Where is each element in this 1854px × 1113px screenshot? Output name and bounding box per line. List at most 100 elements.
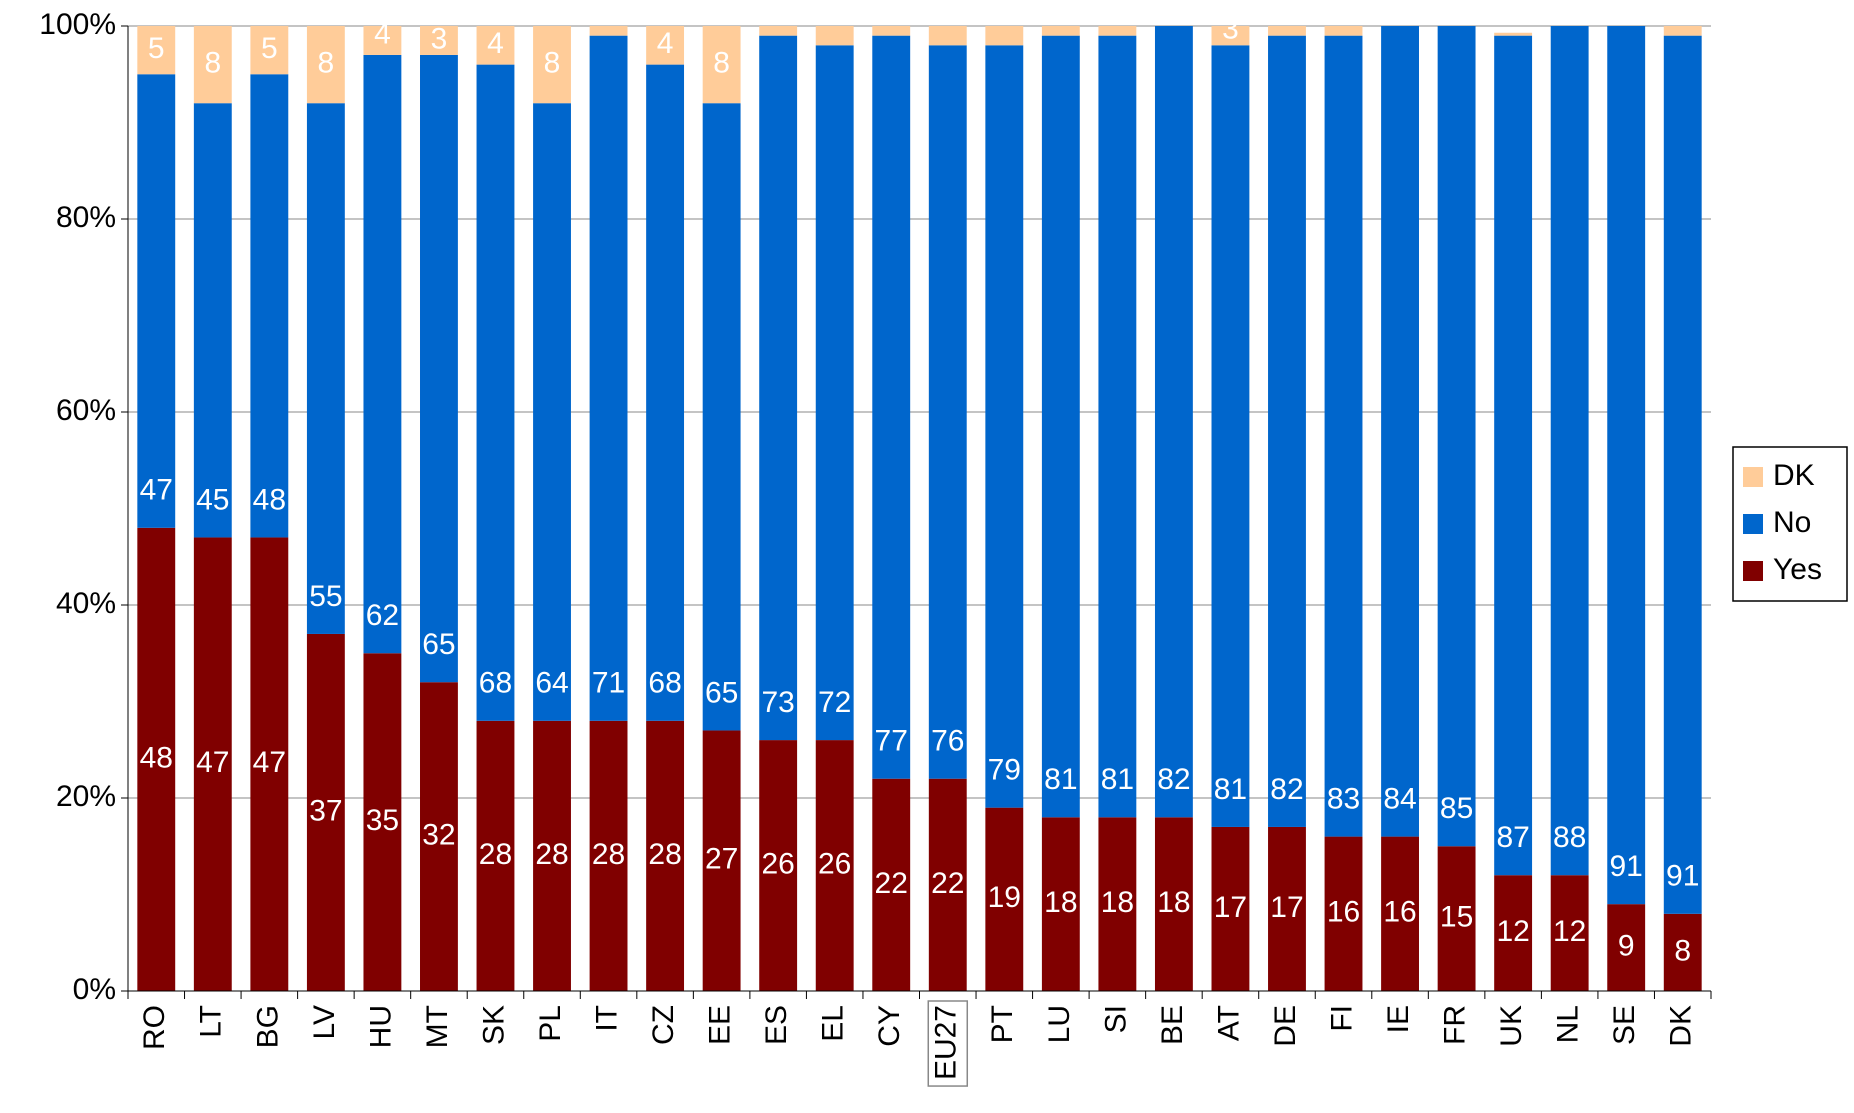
bar-segment	[589, 26, 628, 36]
bar-segment	[589, 35, 628, 721]
data-label: 71	[592, 667, 625, 700]
bar-segment	[1381, 836, 1419, 991]
x-tick-label: IE	[1382, 1005, 1415, 1033]
x-tick-label: PT	[986, 1005, 1019, 1043]
data-label: 48	[140, 741, 173, 774]
data-label: 64	[535, 667, 568, 700]
data-label: 47	[196, 746, 229, 779]
legend-swatch	[1743, 514, 1763, 534]
bar-segment	[533, 720, 571, 991]
x-tick-label: HU	[364, 1005, 397, 1048]
data-label: 91	[1666, 860, 1699, 893]
legend-label: No	[1773, 506, 1811, 539]
bar-segment	[589, 720, 628, 991]
bar-segment	[306, 103, 345, 634]
data-label: 88	[1553, 821, 1586, 854]
bar-segment	[759, 26, 798, 36]
bar-segment	[306, 633, 345, 991]
y-tick-label: 80%	[56, 201, 116, 234]
bar-segment	[1154, 26, 1193, 818]
x-tick-label: UK	[1495, 1005, 1528, 1047]
data-label: 87	[1496, 821, 1529, 854]
bar-segment	[1211, 26, 1250, 46]
bar-segment	[1438, 21, 1476, 26]
data-label: 5	[148, 32, 165, 65]
bar-segment	[985, 807, 1024, 991]
bars	[137, 21, 1702, 991]
data-label: 9	[1618, 929, 1635, 962]
data-label: 47	[253, 746, 286, 779]
bar-segment	[702, 103, 741, 731]
bar-segment	[1494, 35, 1533, 876]
bar-segment	[985, 26, 1024, 46]
bar-segment	[815, 26, 854, 46]
bar-segment	[533, 26, 571, 104]
bar-segment	[1494, 32, 1533, 36]
data-label: 16	[1383, 896, 1416, 929]
bar-segment	[420, 682, 458, 991]
category-highlight	[927, 1000, 969, 1087]
x-tick-label: CY	[873, 1005, 906, 1047]
bar-segment	[193, 537, 232, 991]
bar-segment	[1607, 904, 1646, 991]
x-tick-label: AT	[1212, 1005, 1245, 1041]
bar-segment	[420, 54, 458, 683]
bar-segment	[1268, 26, 1306, 36]
data-label: 81	[1044, 763, 1077, 796]
bar-segment	[250, 537, 289, 991]
x-tick-label: ES	[760, 1005, 793, 1045]
bar-segment	[928, 26, 967, 46]
bar-segment	[420, 26, 458, 55]
data-label: 85	[1440, 792, 1473, 825]
data-label: 18	[1044, 886, 1077, 919]
bar-segment	[193, 103, 232, 538]
bar-segment	[1663, 35, 1702, 914]
bar-segment	[1041, 817, 1080, 991]
data-label: 8	[713, 47, 730, 80]
bar-segment	[646, 720, 685, 991]
data-label: 17	[1214, 891, 1247, 924]
bar-segment	[1381, 21, 1419, 26]
data-label: 27	[705, 843, 738, 876]
bar-segment	[193, 26, 232, 104]
bar-segment	[363, 54, 402, 654]
bar-segment	[1494, 875, 1533, 991]
x-tick-label: SE	[1608, 1005, 1641, 1045]
data-label: 84	[1383, 783, 1416, 816]
bar-segment	[1324, 35, 1363, 837]
data-label: 28	[479, 838, 512, 871]
bar-segment	[928, 45, 967, 779]
x-tick-label: RO	[138, 1005, 171, 1050]
bar-segment	[1381, 26, 1419, 837]
bar-segment	[646, 26, 685, 65]
data-label: 15	[1440, 901, 1473, 934]
bar-segment	[476, 64, 515, 721]
bar-segment	[815, 740, 854, 991]
bar-segment	[1550, 875, 1589, 991]
data-label: 18	[1101, 886, 1134, 919]
data-label: 28	[592, 838, 625, 871]
data-label: 48	[253, 483, 286, 516]
bar-segment	[872, 778, 911, 991]
bar-segment	[363, 26, 402, 55]
bar-segment	[928, 778, 967, 991]
data-label: 68	[479, 667, 512, 700]
x-tick-label: EL	[817, 1005, 850, 1042]
bar-segment	[1211, 826, 1250, 991]
bar-segment	[1607, 21, 1645, 26]
y-tick-label: 100%	[39, 8, 116, 41]
bar-segment	[1268, 35, 1306, 827]
data-label: 17	[1270, 891, 1303, 924]
data-label: 22	[875, 867, 908, 900]
x-tick-label: BE	[1156, 1005, 1189, 1045]
x-tick-label: MT	[421, 1005, 454, 1048]
x-tick-label: CZ	[647, 1005, 680, 1045]
bar-segment	[985, 45, 1024, 808]
data-label: 91	[1610, 850, 1643, 883]
data-label: 28	[535, 838, 568, 871]
data-label: 4	[374, 18, 391, 51]
bar-segment	[1437, 846, 1476, 991]
x-tick-label: FI	[1325, 1005, 1358, 1032]
bar-segment	[1211, 45, 1250, 827]
data-label: 12	[1496, 915, 1529, 948]
